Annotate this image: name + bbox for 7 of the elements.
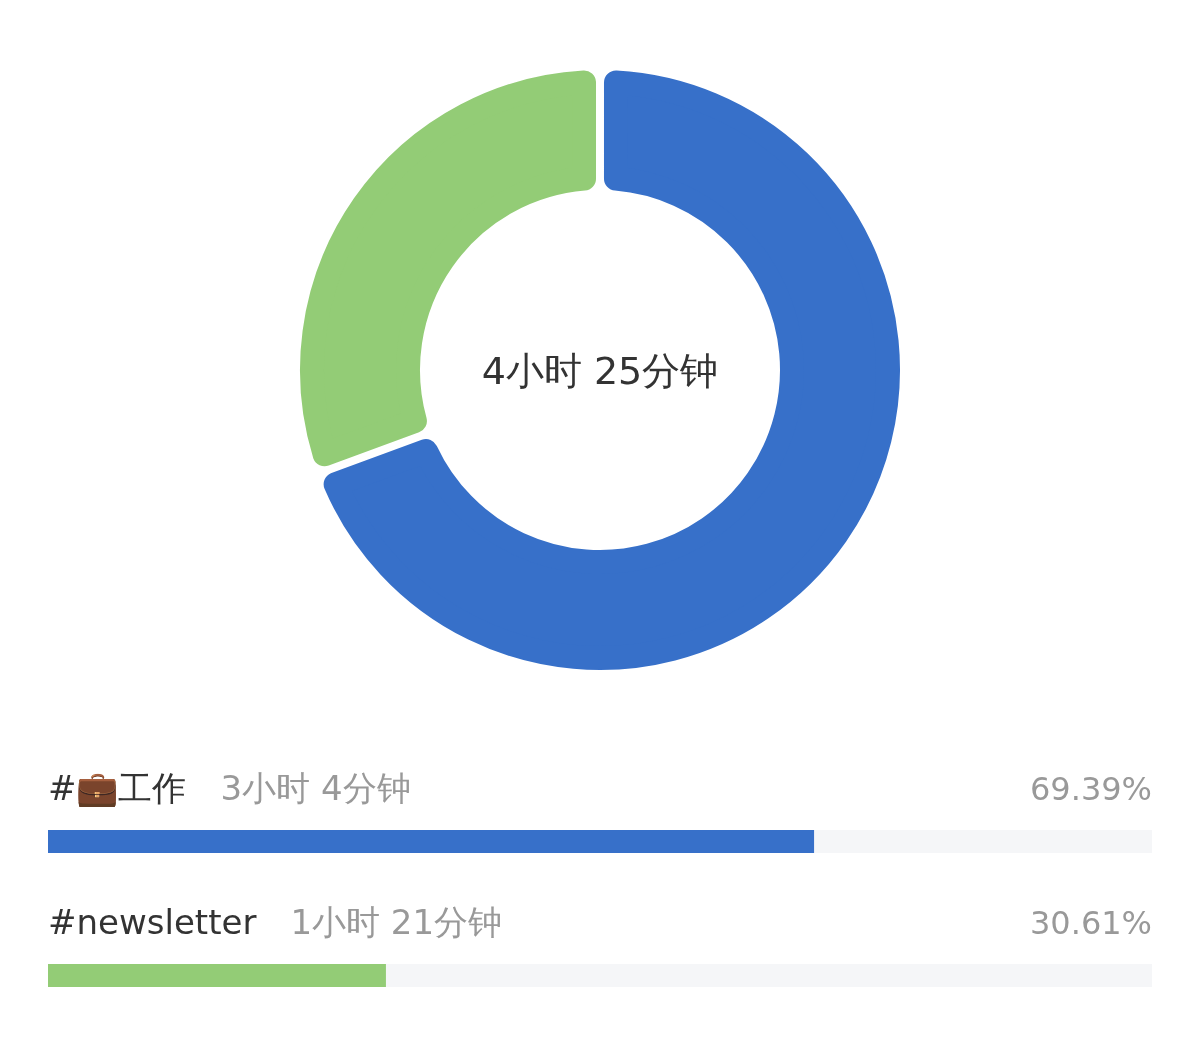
data-label: 69.39% xyxy=(1029,770,1152,808)
annotation: 3小时 4分钟 xyxy=(220,768,411,808)
text: 4小时 25分钟 xyxy=(481,349,719,393)
annotation: 1小时 21分钟 xyxy=(290,902,503,942)
y-tick-label: #💼工作 xyxy=(48,768,187,808)
y-tick-label: #newsletter xyxy=(48,902,257,942)
data-label: 30.61% xyxy=(1029,904,1152,942)
